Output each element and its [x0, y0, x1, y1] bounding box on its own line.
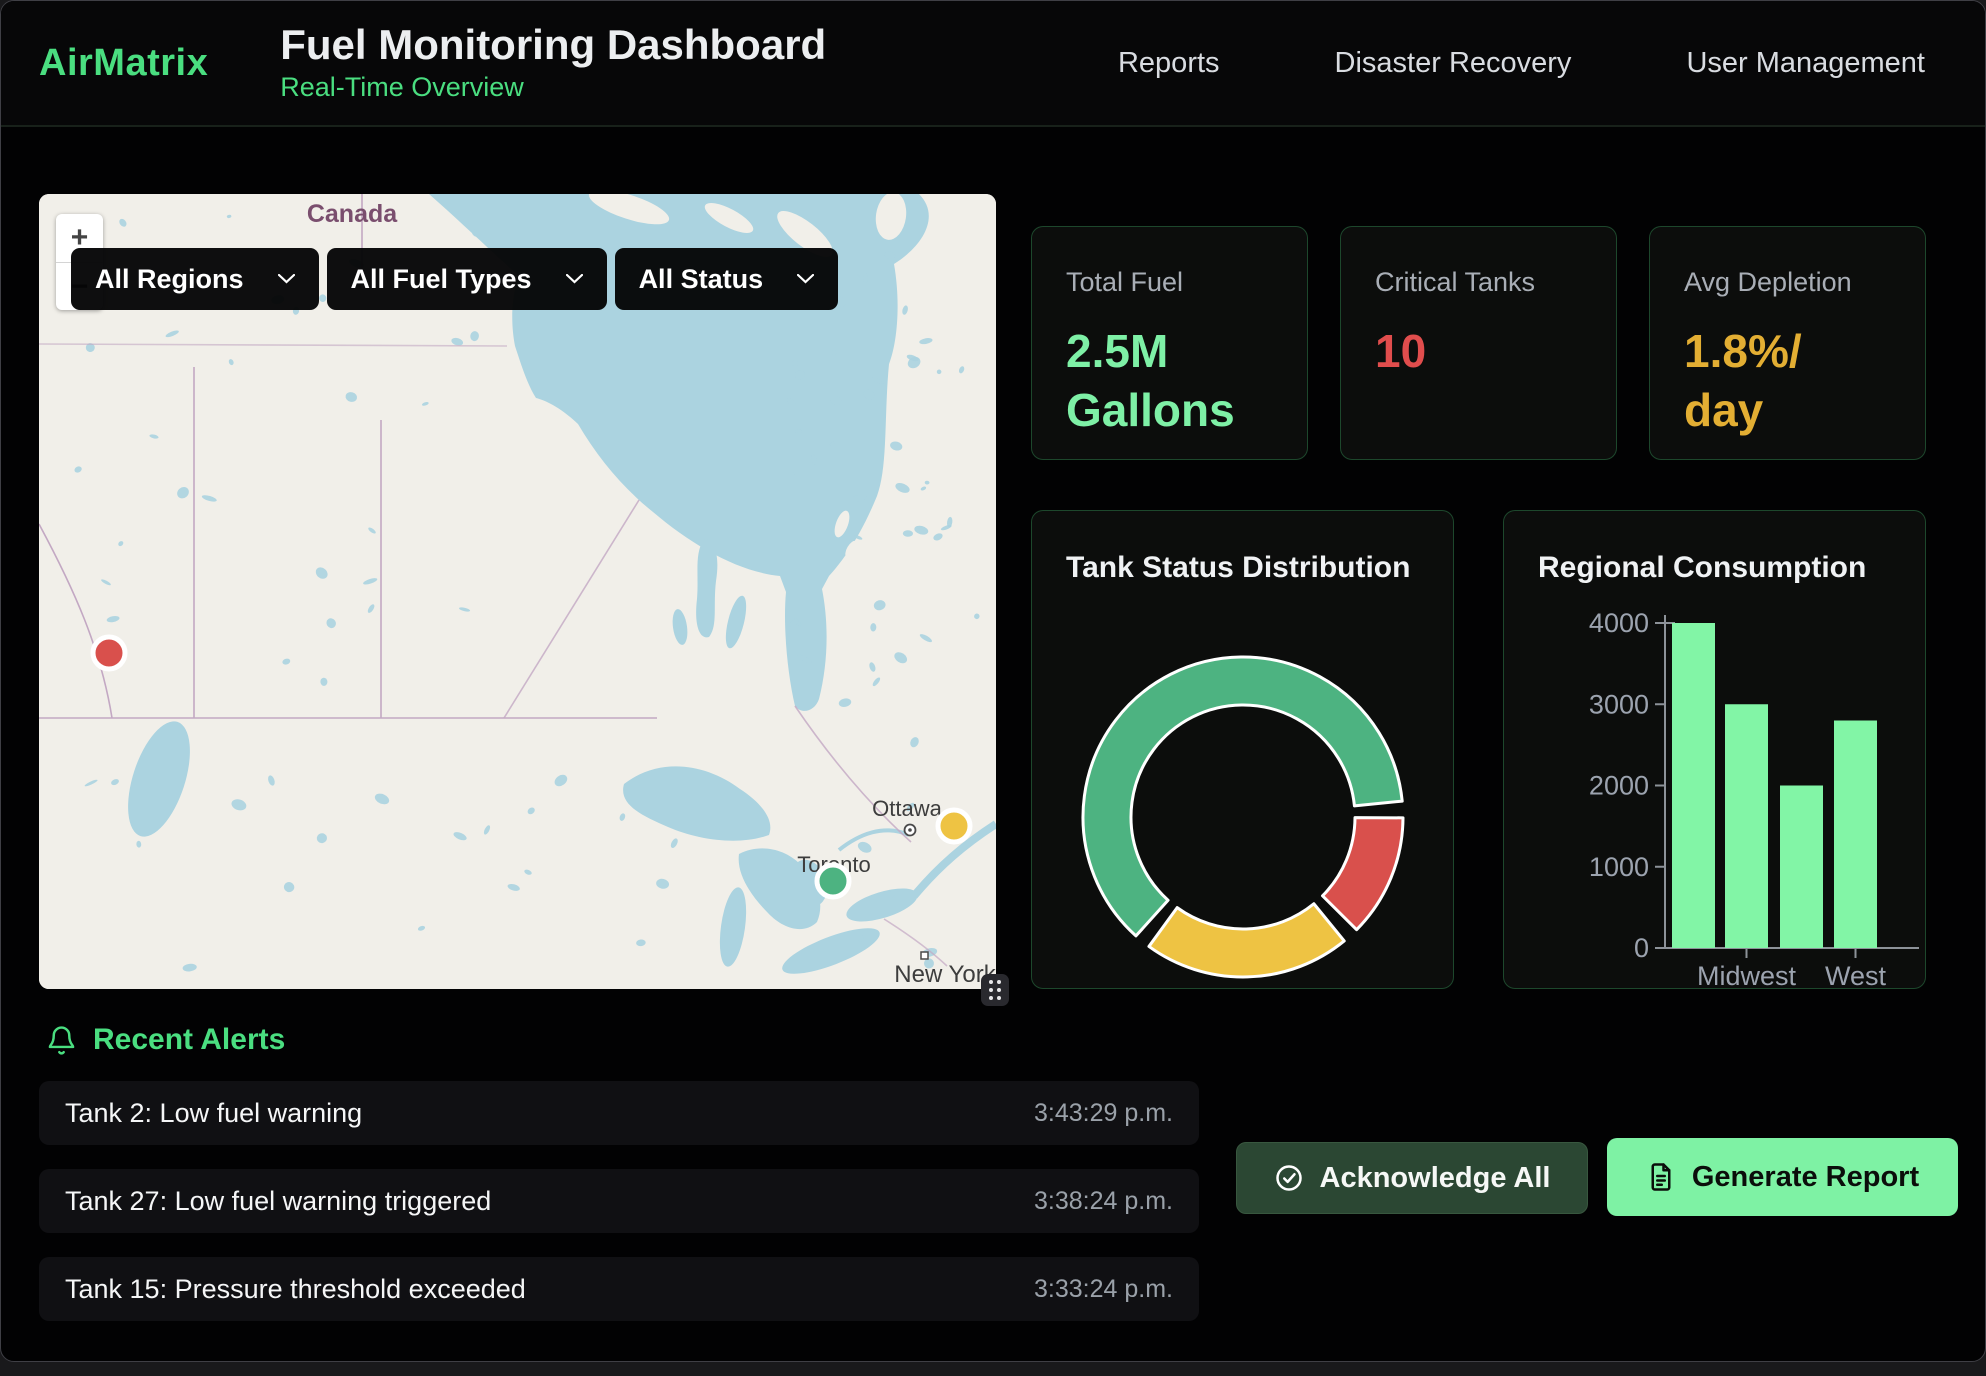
- acknowledge-all-label: Acknowledge All: [1319, 1161, 1551, 1194]
- stat-card-critical-tanks: Critical Tanks 10: [1340, 226, 1617, 460]
- regional-consumption-bar-chart: 0 1000 2000 3000 4000 Midwest West: [1589, 608, 1919, 990]
- tank-status-chart-card: Tank Status Distribution: [1031, 510, 1454, 989]
- page-subtitle: Real-Time Overview: [280, 71, 524, 102]
- alert-row[interactable]: Tank 2: Low fuel warning 3:43:29 p.m.: [39, 1081, 1199, 1145]
- chevron-down-icon: [797, 274, 815, 284]
- title-block: Fuel Monitoring Dashboard Real-Time Over…: [280, 23, 826, 102]
- map-label-ottawa: Ottawa: [872, 796, 942, 821]
- alert-row[interactable]: Tank 27: Low fuel warning triggered 3:38…: [39, 1169, 1199, 1233]
- svg-text:2000: 2000: [1589, 771, 1649, 801]
- nav-item-user-management[interactable]: User Management: [1686, 46, 1925, 79]
- page-title: Fuel Monitoring Dashboard: [280, 21, 827, 69]
- tank-marker-warning[interactable]: [935, 807, 973, 845]
- main-nav: Reports Disaster Recovery User Managemen…: [1118, 47, 1925, 80]
- fuel-type-filter-dropdown[interactable]: All Fuel Types: [326, 248, 607, 310]
- map-filter-bar: All Regions All Fuel Types All Status: [71, 248, 839, 310]
- map-canvas[interactable]: Canada Ottawa Toronto New York + − All R…: [39, 194, 996, 989]
- map-borders: [39, 194, 948, 967]
- tank-markers[interactable]: [90, 634, 973, 900]
- tank-status-donut-chart: [1081, 655, 1405, 979]
- map-small-lakes: [74, 214, 980, 972]
- map-svg: Canada Ottawa Toronto New York: [39, 194, 996, 989]
- stat-value: 1.8%/ day: [1684, 325, 1802, 436]
- chart-title: Tank Status Distribution: [1066, 551, 1411, 584]
- svg-text:4000: 4000: [1589, 608, 1649, 638]
- svg-text:0: 0: [1634, 933, 1649, 963]
- tank-marker-normal[interactable]: [814, 862, 852, 900]
- status-filter-dropdown[interactable]: All Status: [614, 248, 839, 310]
- generate-report-button[interactable]: Generate Report: [1607, 1138, 1958, 1216]
- ottawa-town-dot-inner: [908, 828, 912, 832]
- chevron-down-icon: [277, 274, 295, 284]
- alert-message: Tank 2: Low fuel warning: [65, 1097, 363, 1128]
- stat-card-total-fuel: Total Fuel 2.5M Gallons: [1031, 226, 1308, 460]
- stat-card-avg-depletion: Avg Depletion 1.8%/ day: [1649, 226, 1926, 460]
- alerts-header: Recent Alerts: [46, 1023, 285, 1057]
- new-york-town-dot: [920, 951, 929, 960]
- generate-report-label: Generate Report: [1691, 1160, 1920, 1193]
- map-label-canada: Canada: [307, 200, 398, 228]
- stat-label: Critical Tanks: [1375, 267, 1536, 297]
- svg-text:West: West: [1825, 961, 1887, 990]
- stat-label: Avg Depletion: [1684, 267, 1852, 297]
- stats-row: Total Fuel 2.5M Gallons Critical Tanks 1…: [1031, 226, 1926, 460]
- nav-item-disaster-recovery[interactable]: Disaster Recovery: [1334, 46, 1572, 79]
- check-circle-icon: [1274, 1163, 1304, 1193]
- tank-marker-critical[interactable]: [90, 634, 128, 672]
- alert-timestamp: 3:43:29 p.m.: [1034, 1098, 1173, 1127]
- map-panel: Canada Ottawa Toronto New York + − All R…: [39, 194, 1009, 1006]
- donut-segment-normal: [1081, 655, 1404, 938]
- charts-row: Tank Status Distribution Regional Consum…: [1031, 510, 1926, 990]
- alert-timestamp: 3:38:24 p.m.: [1034, 1186, 1173, 1215]
- status-filter-value: All Status: [638, 263, 764, 294]
- top-bar: AirMatrix Fuel Monitoring Dashboard Real…: [1, 1, 1985, 127]
- bar-3: [1834, 720, 1877, 948]
- chart-title: Regional Consumption: [1538, 551, 1867, 584]
- stat-value: 2.5M Gallons: [1066, 325, 1235, 436]
- acknowledge-all-button[interactable]: Acknowledge All: [1236, 1142, 1588, 1214]
- bar-2: [1780, 785, 1823, 948]
- stat-value: 10: [1375, 325, 1427, 377]
- region-filter-value: All Regions: [95, 263, 244, 294]
- svg-text:1000: 1000: [1589, 852, 1649, 882]
- app-logo: AirMatrix: [39, 41, 209, 84]
- chevron-down-icon: [565, 274, 583, 284]
- nav-item-reports[interactable]: Reports: [1117, 46, 1220, 79]
- donut-segment-warning: [1147, 902, 1346, 979]
- map-drag-handle-icon[interactable]: [981, 974, 1009, 1006]
- alert-timestamp: 3:33:24 p.m.: [1034, 1274, 1173, 1303]
- fuel-type-filter-value: All Fuel Types: [350, 263, 532, 294]
- svg-text:3000: 3000: [1589, 689, 1649, 719]
- map-lakes: [128, 539, 918, 974]
- regional-consumption-chart-card: Regional Consumption 0 1000 2000 3000 4000 Mi…: [1503, 510, 1926, 990]
- region-filter-dropdown[interactable]: All Regions: [71, 248, 319, 310]
- alerts-title: Recent Alerts: [93, 1023, 286, 1056]
- file-text-icon: [1646, 1162, 1676, 1192]
- map-islands: [588, 194, 907, 558]
- svg-text:Midwest: Midwest: [1697, 961, 1797, 990]
- zoom-in-button[interactable]: +: [70, 221, 89, 254]
- donut-segment-critical: [1321, 816, 1405, 932]
- alert-row[interactable]: Tank 15: Pressure threshold exceeded 3:3…: [39, 1257, 1199, 1321]
- stat-label: Total Fuel: [1066, 267, 1184, 297]
- bar-0: [1672, 623, 1715, 948]
- alert-message: Tank 27: Low fuel warning triggered: [65, 1185, 492, 1216]
- map-label-new-york: New York: [894, 961, 996, 988]
- bell-icon: [46, 1025, 77, 1056]
- bar-1: [1725, 704, 1768, 948]
- alert-message: Tank 15: Pressure threshold exceeded: [65, 1273, 526, 1304]
